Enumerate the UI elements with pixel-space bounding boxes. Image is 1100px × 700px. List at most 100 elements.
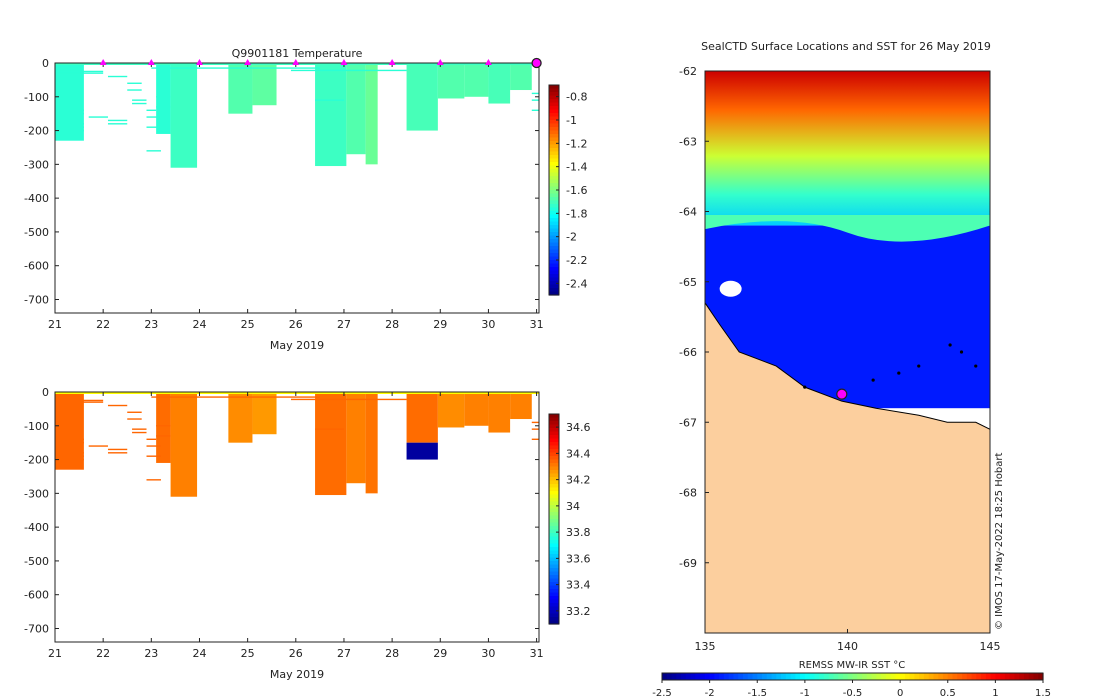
profile-marker	[436, 59, 444, 65]
y-tick-label: -500	[24, 555, 49, 568]
colorbar-segment	[549, 120, 559, 125]
colorbar-segment	[549, 494, 559, 499]
sst-colorbar-tick-label: 1	[992, 688, 998, 699]
colorbar-tick-label: -1.2	[566, 137, 587, 150]
profile-thin-line	[55, 109, 84, 111]
colorbar-segment	[549, 512, 559, 517]
sst-colorbar-segment	[923, 673, 930, 680]
sst-colorbar-segment	[952, 673, 958, 680]
colorbar-segment	[549, 99, 559, 104]
last-position-marker	[531, 57, 542, 69]
x-tick-label: 26	[289, 647, 303, 660]
colorbar-segment	[549, 620, 559, 625]
colorbar-segment	[549, 95, 559, 100]
colorbar-segment	[549, 480, 559, 485]
x-tick-label: 30	[481, 647, 495, 660]
profile-bar	[510, 63, 532, 91]
open-water-sst	[705, 71, 990, 226]
colorbar-segment	[549, 109, 559, 114]
colorbar-tick-label: 33.8	[566, 526, 591, 539]
colorbar-segment	[549, 176, 559, 181]
colorbar-segment	[549, 491, 559, 496]
colorbar-frame	[548, 413, 560, 625]
colorbar-segment	[549, 211, 559, 216]
x-tick-label: 25	[241, 647, 255, 660]
colorbar-segment	[549, 428, 559, 433]
x-tick-label: 29	[433, 318, 447, 331]
profile-marker	[388, 59, 396, 65]
sst-colorbar-segment	[900, 673, 906, 680]
profile-bar	[170, 392, 198, 497]
profile-thin-line	[107, 75, 128, 78]
profile-bar	[437, 392, 465, 428]
colorbar-segment	[549, 603, 559, 608]
colorbar-segment	[549, 127, 559, 132]
profile-marker	[484, 59, 492, 65]
colorbar-segment	[549, 452, 559, 457]
sst-colorbar-segment	[752, 673, 758, 680]
sst-colorbar-segment	[847, 673, 854, 680]
colorbar-segment	[549, 589, 559, 594]
colorbar-tick-label: 33.6	[566, 552, 591, 565]
profile-thin-line	[531, 421, 539, 424]
salinity-plot-area	[55, 392, 539, 497]
x-tick-label: 28	[385, 318, 399, 331]
sst-colorbar-tick-label: 1.5	[1035, 688, 1051, 699]
temperature-title: Q9901181 Temperature	[232, 47, 363, 60]
colorbar-segment	[549, 253, 559, 258]
colorbar-segment	[549, 92, 559, 97]
profile-thin-line	[55, 70, 104, 73]
y-tick-label: -300	[24, 487, 49, 500]
colorbar-segment	[549, 88, 559, 93]
sst-colorbar-segment	[862, 673, 868, 680]
colorbar-segment	[549, 274, 559, 279]
colorbar-segment	[549, 564, 559, 569]
colorbar-segment	[549, 123, 559, 128]
sst-colorbar-segment	[738, 673, 744, 680]
sst-colorbar-segment	[881, 673, 887, 680]
profile-thin-line	[156, 425, 171, 427]
colorbar-segment	[549, 592, 559, 597]
profile-thin-line	[146, 479, 161, 481]
colorbar-tick-label: -0.8	[566, 91, 587, 104]
colorbar-segment	[549, 134, 559, 139]
y-tick-label: -300	[24, 158, 49, 171]
sst-colorbar-segment	[1023, 673, 1030, 680]
colorbar-segment	[549, 277, 559, 282]
colorbar-segment	[549, 288, 559, 293]
colorbar-segment	[549, 438, 559, 443]
colorbar-segment	[549, 540, 559, 545]
sst-colorbar-segment	[823, 673, 830, 680]
profile-bar	[252, 392, 277, 435]
x-tick-label: 31	[530, 647, 544, 660]
colorbar-segment	[549, 106, 559, 111]
profile-thin-line	[531, 99, 539, 101]
sst-colorbar-segment	[904, 673, 911, 680]
credit-text: © IMOS 17-May-2022 18:25 Hobart	[994, 453, 1005, 630]
colorbar-segment	[549, 218, 559, 223]
profile-thin-line	[55, 123, 84, 125]
sst-colorbar-segment	[928, 673, 935, 680]
map-y-tick-label: -65	[679, 276, 697, 289]
y-tick-label: -700	[24, 622, 49, 635]
sst-colorbar-segment	[662, 673, 668, 680]
colorbar-segment	[549, 239, 559, 244]
colorbar-tick-label: 34.6	[566, 421, 591, 434]
x-tick-label: 28	[385, 647, 399, 660]
profile-bar	[406, 392, 438, 443]
sst-colorbar-tick-label: 0.5	[940, 688, 956, 699]
map-y-tick-label: -69	[679, 557, 697, 570]
profile-bar	[315, 392, 347, 496]
profile-thin-line	[290, 69, 407, 72]
colorbar-segment	[549, 186, 559, 191]
colorbar-segment	[549, 260, 559, 265]
seal-surface-location	[803, 385, 807, 389]
salinity-colorbar: 34.6 34.4 34.2 34 33.8 33.6 33.4 33.2	[548, 413, 591, 625]
profile-thin-line	[315, 428, 344, 430]
sst-colorbar-segment	[942, 673, 949, 680]
sst-colorbar-segment	[781, 673, 787, 680]
x-tick-label: 30	[481, 318, 495, 331]
colorbar-segment	[549, 466, 559, 471]
colorbar-segment	[549, 550, 559, 555]
sst-colorbar-segment	[985, 673, 992, 680]
